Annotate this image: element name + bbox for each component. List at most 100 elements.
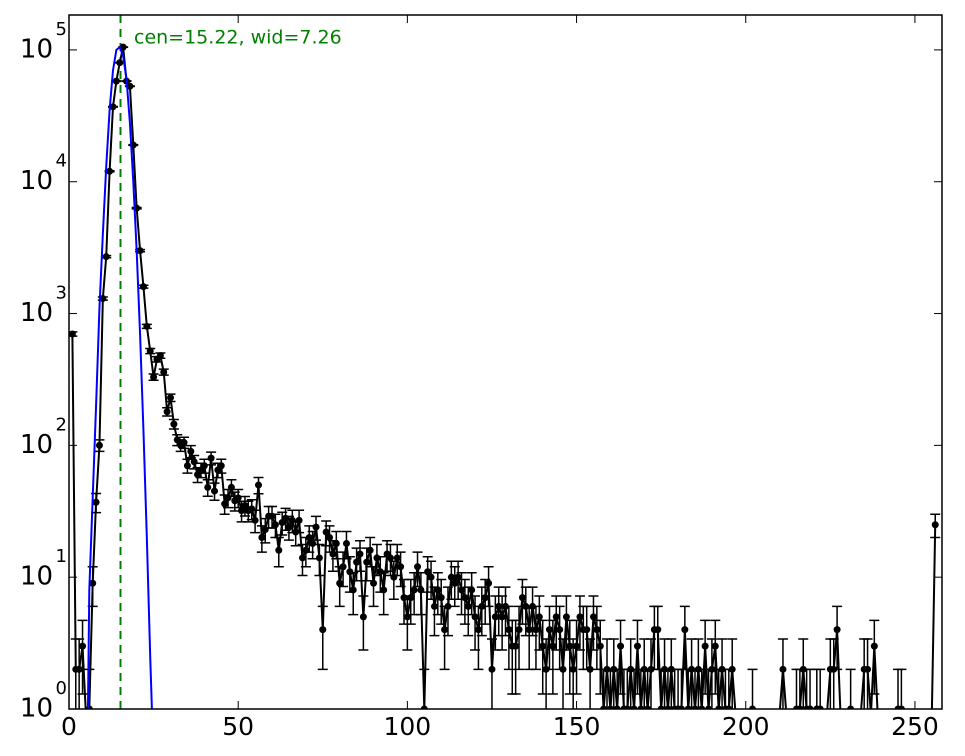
data-point <box>224 494 232 502</box>
data-point <box>187 447 195 455</box>
x-tick-label: 0 <box>61 712 77 741</box>
data-point <box>342 540 350 548</box>
data-point <box>400 594 408 602</box>
data-point <box>312 523 320 531</box>
data-point <box>261 525 269 533</box>
error-bar <box>798 638 809 709</box>
data-point <box>573 642 581 650</box>
data-point <box>359 613 367 621</box>
data-line <box>71 46 937 709</box>
data-point <box>471 613 479 621</box>
y-tick-label: 10 <box>20 430 53 460</box>
error-bar <box>693 638 704 709</box>
data-point <box>847 705 855 709</box>
y-tick-label: 10 <box>20 166 53 196</box>
data-point <box>464 602 472 610</box>
y-tick-label: 10 <box>20 34 53 64</box>
data-point <box>112 77 120 85</box>
data-point <box>539 642 547 650</box>
data-point <box>204 483 212 491</box>
y-tick-exponent: 5 <box>56 19 67 40</box>
data-point <box>715 705 723 709</box>
data-point <box>227 483 235 491</box>
data-point <box>481 594 489 602</box>
data-point <box>116 59 124 67</box>
data-point <box>75 665 83 673</box>
error-bar <box>77 619 88 695</box>
data-point <box>92 498 100 506</box>
data-point <box>305 534 313 542</box>
data-point <box>681 626 689 634</box>
data-point <box>180 439 188 447</box>
data-point <box>275 546 283 554</box>
data-point <box>69 330 76 338</box>
data-point <box>633 642 641 650</box>
data-point <box>816 705 824 709</box>
data-point <box>89 579 97 587</box>
y-tick-exponent: 1 <box>56 546 67 567</box>
data-point <box>600 705 608 709</box>
data-point <box>870 642 878 650</box>
data-point <box>234 494 242 502</box>
data-point <box>623 705 631 709</box>
data-point <box>691 705 699 709</box>
data-point <box>295 516 303 524</box>
data-point <box>420 705 428 709</box>
data-point <box>248 505 256 513</box>
data-point <box>779 665 787 673</box>
fit-line <box>86 45 153 709</box>
data-point <box>454 573 462 581</box>
data-point <box>586 665 594 673</box>
data-point <box>143 322 151 330</box>
x-tick-label: 200 <box>722 712 770 741</box>
data-point <box>495 602 503 610</box>
data-point <box>556 626 564 634</box>
error-bar <box>666 638 677 709</box>
data-point <box>424 568 432 576</box>
data-point <box>606 705 614 709</box>
data-point <box>677 705 685 709</box>
data-point <box>833 626 841 634</box>
data-point <box>285 523 293 531</box>
data-point <box>498 613 506 621</box>
data-point <box>796 705 804 709</box>
data-point <box>931 521 939 529</box>
data-point <box>444 602 452 610</box>
data-point <box>211 487 218 495</box>
data-point <box>356 550 364 558</box>
data-point <box>183 462 191 470</box>
data-point <box>441 626 449 634</box>
data-point <box>106 167 114 175</box>
plot-area <box>69 15 941 709</box>
data-point <box>644 705 652 709</box>
x-tick-label: 50 <box>222 712 254 741</box>
data-point <box>349 586 357 594</box>
data-point <box>271 521 279 529</box>
data-point <box>386 554 394 562</box>
data-point <box>414 563 422 571</box>
data-point <box>221 500 229 508</box>
data-point <box>298 554 306 562</box>
data-point <box>637 705 645 709</box>
data-point <box>532 626 540 634</box>
annotation: cen=15.22, wid=7.26 <box>134 27 342 49</box>
data-point <box>241 501 249 509</box>
data-point <box>488 665 496 673</box>
data-point <box>95 441 103 449</box>
y-tick-exponent: 0 <box>56 678 67 699</box>
data-point <box>458 586 466 594</box>
data-point <box>403 613 411 621</box>
data-point <box>363 558 371 566</box>
data-point <box>238 507 246 515</box>
data-point <box>410 586 418 594</box>
y-tick-label: 10 <box>20 562 53 592</box>
y-tick-label: 10 <box>20 694 53 724</box>
data-point <box>864 665 872 673</box>
error-bar <box>608 638 619 709</box>
data-point <box>708 665 716 673</box>
error-bar <box>358 595 369 651</box>
data-point <box>407 594 415 602</box>
data-point <box>725 705 733 709</box>
data-point <box>326 534 334 542</box>
data-point <box>559 665 567 673</box>
